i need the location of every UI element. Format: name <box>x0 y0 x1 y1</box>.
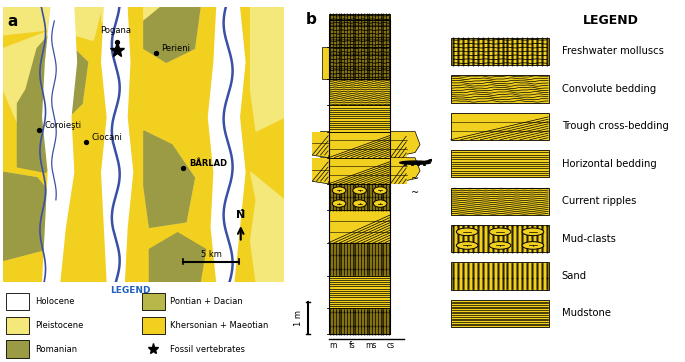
Polygon shape <box>312 131 329 158</box>
Polygon shape <box>3 172 60 260</box>
Text: 1 m: 1 m <box>294 310 303 326</box>
Text: LEGEND: LEGEND <box>110 286 150 295</box>
Polygon shape <box>251 172 284 282</box>
Polygon shape <box>390 158 420 184</box>
Bar <box>329 243 390 275</box>
Ellipse shape <box>456 241 478 249</box>
Bar <box>390 131 407 158</box>
Bar <box>451 38 549 65</box>
Bar <box>451 75 549 102</box>
Polygon shape <box>17 123 65 172</box>
Bar <box>329 105 390 131</box>
Text: Pleistocene: Pleistocene <box>35 321 84 330</box>
Bar <box>390 158 407 184</box>
Polygon shape <box>3 7 101 40</box>
Text: Convolute bedding: Convolute bedding <box>562 84 656 94</box>
Text: N̂: N̂ <box>236 210 245 220</box>
Bar <box>451 150 549 177</box>
Ellipse shape <box>332 187 346 194</box>
Text: b: b <box>306 12 316 27</box>
Bar <box>451 113 549 140</box>
Ellipse shape <box>429 160 436 161</box>
Polygon shape <box>312 158 329 184</box>
Polygon shape <box>144 131 195 227</box>
Polygon shape <box>3 172 60 260</box>
Text: cs: cs <box>386 341 395 350</box>
Polygon shape <box>251 7 284 131</box>
Bar <box>6 293 29 310</box>
Text: Romanian: Romanian <box>35 345 77 354</box>
Text: Trough cross-bedding: Trough cross-bedding <box>562 121 669 131</box>
Polygon shape <box>144 131 195 227</box>
Ellipse shape <box>353 200 366 207</box>
Polygon shape <box>144 7 200 62</box>
Text: Khersonian + Maeotian: Khersonian + Maeotian <box>171 321 269 330</box>
Polygon shape <box>144 7 200 62</box>
Polygon shape <box>101 7 133 282</box>
Bar <box>329 131 390 158</box>
Polygon shape <box>149 233 206 282</box>
Polygon shape <box>3 29 88 131</box>
Bar <box>329 14 390 46</box>
Polygon shape <box>208 7 245 282</box>
Bar <box>312 131 329 155</box>
Ellipse shape <box>400 161 430 164</box>
Bar <box>6 341 29 358</box>
Ellipse shape <box>332 200 346 207</box>
Text: Pogana: Pogana <box>100 26 132 35</box>
Text: fs: fs <box>349 341 356 350</box>
Bar <box>329 20 390 334</box>
Bar <box>329 275 390 308</box>
Bar <box>329 46 390 79</box>
Text: Ciocani: Ciocani <box>92 133 123 142</box>
Text: a: a <box>8 14 18 29</box>
Bar <box>312 158 329 181</box>
Polygon shape <box>424 160 430 162</box>
Bar <box>451 262 549 290</box>
Ellipse shape <box>456 228 478 236</box>
Text: Pontian + Dacian: Pontian + Dacian <box>171 297 243 306</box>
Text: BÂRLAD: BÂRLAD <box>189 159 227 168</box>
Text: Fossil vertebrates: Fossil vertebrates <box>171 345 245 354</box>
Ellipse shape <box>353 187 366 194</box>
Ellipse shape <box>522 241 544 249</box>
Bar <box>329 210 390 243</box>
Bar <box>142 317 164 334</box>
Text: Sand: Sand <box>562 271 587 281</box>
Bar <box>329 184 390 210</box>
Text: LEGEND: LEGEND <box>583 14 639 27</box>
Bar <box>329 158 390 184</box>
Ellipse shape <box>522 228 544 236</box>
Text: Horizontal bedding: Horizontal bedding <box>562 159 656 169</box>
Bar <box>329 79 390 105</box>
Polygon shape <box>42 7 77 282</box>
Text: Holocene: Holocene <box>35 297 75 306</box>
Text: Mud-clasts: Mud-clasts <box>562 233 616 244</box>
Bar <box>451 225 549 252</box>
Text: Current ripples: Current ripples <box>562 196 636 206</box>
Bar <box>329 308 390 334</box>
Ellipse shape <box>489 241 511 249</box>
Bar <box>451 188 549 215</box>
Text: m: m <box>329 341 336 350</box>
Text: 5 km: 5 km <box>201 250 222 259</box>
Bar <box>6 317 29 334</box>
Text: Mudstone: Mudstone <box>562 308 611 319</box>
Bar <box>451 300 549 327</box>
Bar <box>142 293 164 310</box>
Polygon shape <box>101 7 127 40</box>
Text: Coroieşti: Coroieşti <box>44 121 82 130</box>
Text: Freshwater molluscs: Freshwater molluscs <box>562 46 664 56</box>
Ellipse shape <box>373 187 387 194</box>
Text: ms: ms <box>366 341 377 350</box>
Text: ~
~: ~ ~ <box>411 173 419 198</box>
Ellipse shape <box>489 228 511 236</box>
Polygon shape <box>322 46 329 79</box>
Ellipse shape <box>373 200 387 207</box>
Polygon shape <box>17 29 88 131</box>
Polygon shape <box>390 131 420 158</box>
Text: Perieni: Perieni <box>161 44 190 52</box>
